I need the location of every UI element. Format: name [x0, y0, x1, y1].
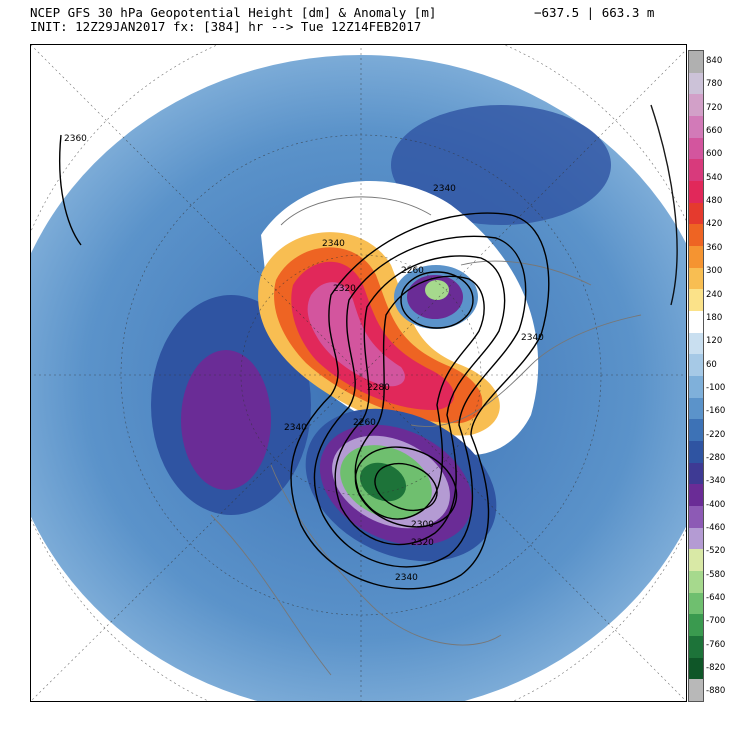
colorbar-segment — [689, 181, 703, 204]
colorbar-segment — [689, 202, 703, 225]
colorbar-label: -160 — [706, 406, 726, 417]
meridians — [31, 45, 686, 701]
colorbar-label: 720 — [706, 102, 723, 113]
colorbar-segment — [689, 549, 703, 572]
colorbar-label: 840 — [706, 56, 723, 66]
colorbar-segment — [689, 376, 703, 399]
colorbar-segment — [689, 94, 703, 117]
map-title: NCEP GFS 30 hPa Geopotential Height [dm]… — [30, 5, 437, 20]
polar-map: 2360 2340 2340 2320 2260 2340 2280 2340 … — [30, 44, 687, 702]
colorbar-segment — [689, 506, 703, 529]
colorbar-segment — [689, 332, 703, 355]
contour-label: 2340 — [521, 333, 544, 343]
anomaly-low-northeast — [391, 105, 611, 225]
map-svg: 2360 2340 2340 2320 2260 2340 2280 2340 … — [31, 45, 686, 701]
anomaly-core-west — [181, 350, 271, 490]
colorbar-segment — [689, 571, 703, 594]
colorbar-label: -640 — [706, 593, 726, 604]
contour-label: 2340 — [395, 573, 418, 583]
colorbar-segment — [689, 527, 703, 550]
contour-label: 2260 — [353, 418, 376, 428]
colorbar-label: 420 — [706, 219, 723, 230]
colorbar-segment — [689, 72, 703, 95]
colorbar-segment — [689, 137, 703, 160]
colorbar-segment — [689, 614, 703, 637]
colorbar-label: -700 — [706, 616, 726, 627]
colorbar-segment — [689, 484, 703, 507]
colorbar-segment — [689, 51, 703, 74]
contour-label: 2340 — [322, 239, 345, 249]
contour-label: 2260 — [401, 266, 424, 276]
contour-label: 2300 — [411, 520, 434, 530]
init-forecast-line: INIT: 12Z29JAN2017 fx: [384] hr --> Tue … — [30, 19, 422, 34]
colorbar-label: 300 — [706, 266, 723, 277]
colorbar-label: -820 — [706, 663, 726, 674]
colorbar-segment — [689, 636, 703, 659]
colorbar-segment — [689, 592, 703, 615]
colorbar-segment — [689, 224, 703, 247]
colorbar-label: 60 — [706, 359, 717, 370]
colorbar-label: -400 — [706, 499, 726, 510]
colorbar-label: -520 — [706, 546, 726, 557]
colorbar-segment — [689, 397, 703, 420]
colorbar-segment — [689, 419, 703, 442]
anomaly-range-readout: −637.5 | 663.3 m — [534, 5, 655, 20]
polar-low-core — [425, 280, 449, 300]
colorbar-label: -220 — [706, 429, 726, 440]
colorbar-label: -760 — [706, 639, 726, 650]
anomaly-colorbar — [688, 50, 704, 702]
colorbar-segment — [689, 246, 703, 269]
colorbar-label: 780 — [706, 79, 723, 90]
colorbar-segment — [689, 354, 703, 377]
colorbar-label: 660 — [706, 126, 723, 137]
colorbar-segment — [689, 267, 703, 290]
colorbar-label: 540 — [706, 172, 723, 183]
colorbar-label: 600 — [706, 149, 723, 160]
contour-label-group: 2360 2340 2340 2320 2260 2340 2280 2340 … — [64, 134, 544, 583]
colorbar-label: 120 — [706, 336, 723, 347]
colorbar-segment — [689, 441, 703, 464]
colorbar-segment — [689, 657, 703, 680]
colorbar-label: 240 — [706, 289, 723, 300]
contour-label: 2360 — [64, 134, 87, 144]
colorbar-segment — [689, 462, 703, 485]
colorbar-label: 360 — [706, 242, 723, 253]
colorbar-segment — [689, 311, 703, 334]
height-contours — [59, 104, 678, 590]
colorbar-label: -880 — [706, 686, 726, 697]
colorbar-label: 180 — [706, 312, 723, 323]
colorbar-label: -340 — [706, 476, 726, 487]
colorbar-segment — [689, 289, 703, 312]
colorbar-segment — [689, 116, 703, 139]
colorbar-label: -280 — [706, 452, 726, 463]
contour-label: 2320 — [333, 284, 356, 294]
colorbar-label: -580 — [706, 569, 726, 580]
na-low-core — [359, 462, 407, 502]
colorbar-label: -460 — [706, 523, 726, 533]
contour-label: 2320 — [411, 538, 434, 548]
colorbar-label: -100 — [706, 382, 726, 393]
positive-anomaly-peak — [307, 282, 405, 387]
contour-label: 2340 — [433, 184, 456, 194]
coastlines — [210, 196, 642, 676]
colorbar-label: 480 — [706, 196, 723, 207]
contour-label: 2280 — [367, 383, 390, 393]
colorbar-segment — [689, 159, 703, 182]
colorbar-segment — [689, 679, 703, 702]
contour-label: 2340 — [284, 423, 307, 433]
